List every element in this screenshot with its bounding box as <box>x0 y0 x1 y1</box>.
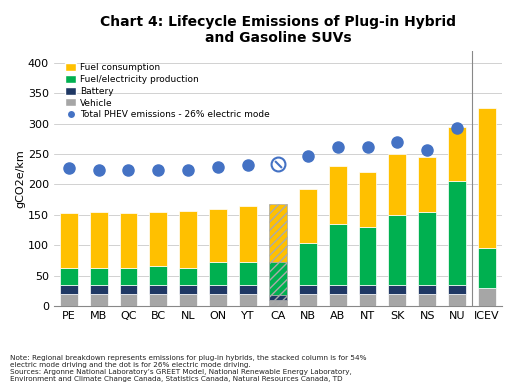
Bar <box>60 284 78 294</box>
Bar <box>388 284 406 294</box>
Bar <box>179 267 197 284</box>
Bar <box>239 206 257 262</box>
Y-axis label: gCO2e/km: gCO2e/km <box>15 149 25 208</box>
Bar <box>388 154 406 215</box>
Bar <box>329 294 346 306</box>
Bar <box>418 294 436 306</box>
Bar <box>89 294 108 306</box>
Bar <box>418 157 436 212</box>
Bar <box>209 209 227 262</box>
Bar <box>60 267 78 284</box>
Bar <box>418 212 436 284</box>
Bar <box>149 266 168 284</box>
Bar <box>209 262 227 284</box>
Bar <box>448 294 466 306</box>
Bar <box>299 294 317 306</box>
Bar <box>119 213 138 267</box>
Bar <box>329 166 346 224</box>
Bar <box>388 215 406 284</box>
Bar <box>418 284 436 294</box>
Bar <box>119 284 138 294</box>
Bar <box>478 288 496 306</box>
Bar <box>209 284 227 294</box>
Bar <box>269 262 287 295</box>
Bar <box>359 227 376 284</box>
Bar <box>179 211 197 267</box>
Bar <box>478 248 496 288</box>
Bar <box>239 284 257 294</box>
Bar <box>269 204 287 262</box>
Bar <box>448 284 466 294</box>
Bar <box>60 294 78 306</box>
Bar <box>89 284 108 294</box>
Bar <box>269 300 287 306</box>
Bar <box>60 213 78 267</box>
Bar <box>179 294 197 306</box>
Bar <box>299 284 317 294</box>
Bar <box>478 108 496 248</box>
Bar <box>269 295 287 300</box>
Title: Chart 4: Lifecycle Emissions of Plug-in Hybrid
and Gasoline SUVs: Chart 4: Lifecycle Emissions of Plug-in … <box>100 15 456 45</box>
Bar <box>329 224 346 284</box>
Bar <box>149 284 168 294</box>
Bar <box>209 294 227 306</box>
Legend: Fuel consumption, Fuel/electricity production, Battery, Vehicle, Total PHEV emis: Fuel consumption, Fuel/electricity produ… <box>63 60 272 122</box>
Bar <box>359 294 376 306</box>
Bar <box>448 127 466 181</box>
Bar <box>329 284 346 294</box>
Bar <box>239 294 257 306</box>
Bar <box>89 267 108 284</box>
Bar <box>388 294 406 306</box>
Bar <box>179 284 197 294</box>
Text: Note: Regional breakdown represents emissions for plug-in hybrids, the stacked c: Note: Regional breakdown represents emis… <box>10 355 367 382</box>
Bar <box>359 172 376 227</box>
Bar <box>119 267 138 284</box>
Bar <box>299 243 317 284</box>
Bar <box>359 284 376 294</box>
Bar <box>149 212 168 266</box>
Bar <box>448 181 466 284</box>
Bar <box>149 294 168 306</box>
Bar <box>239 262 257 284</box>
Bar <box>299 189 317 243</box>
Bar <box>119 294 138 306</box>
Bar <box>89 212 108 267</box>
